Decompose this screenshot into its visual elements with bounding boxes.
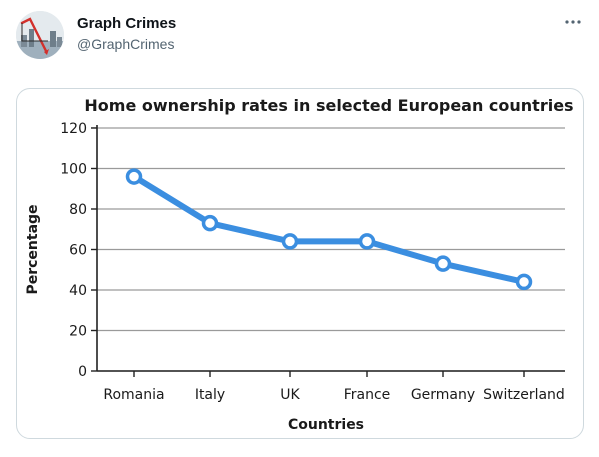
- x-tick-label: Switzerland: [483, 387, 565, 403]
- y-tick-label: 0: [78, 364, 87, 380]
- more-button[interactable]: [561, 10, 585, 34]
- data-point: [434, 255, 452, 272]
- y-tick-label: 120: [60, 121, 87, 137]
- y-tick-label: 100: [60, 162, 87, 178]
- chart-title: Home ownership rates in selected Europea…: [84, 96, 573, 115]
- user-handle[interactable]: @GraphCrimes: [77, 36, 175, 52]
- x-tick-label: Romania: [103, 387, 164, 403]
- x-tick-label: Germany: [411, 387, 475, 403]
- x-tick-label: UK: [280, 387, 300, 403]
- y-tick-label: 80: [69, 202, 87, 218]
- y-axis-label: Percentage: [25, 204, 41, 294]
- series-line: [131, 173, 527, 285]
- y-tick-label: 20: [69, 324, 87, 340]
- x-tick-label: Italy: [195, 387, 225, 403]
- x-axis-label: Countries: [288, 417, 364, 433]
- data-point: [281, 233, 299, 250]
- data-point: [125, 168, 143, 185]
- data-point: [515, 273, 533, 291]
- avatar[interactable]: [16, 11, 64, 59]
- tweet-media-image[interactable]: Home ownership rates in selected Europea…: [16, 88, 584, 439]
- y-tick-label: 40: [69, 283, 87, 299]
- x-tick-label: France: [344, 387, 391, 403]
- data-point: [201, 214, 219, 232]
- more-horizontal-icon: [565, 20, 581, 24]
- line-chart: Home ownership rates in selected Europea…: [25, 96, 574, 433]
- data-point: [358, 233, 376, 250]
- author-info[interactable]: Graph Crimes @GraphCrimes: [77, 14, 176, 54]
- display-name[interactable]: Graph Crimes: [77, 15, 177, 32]
- y-tick-label: 60: [69, 243, 87, 259]
- avatar-image: [16, 11, 64, 59]
